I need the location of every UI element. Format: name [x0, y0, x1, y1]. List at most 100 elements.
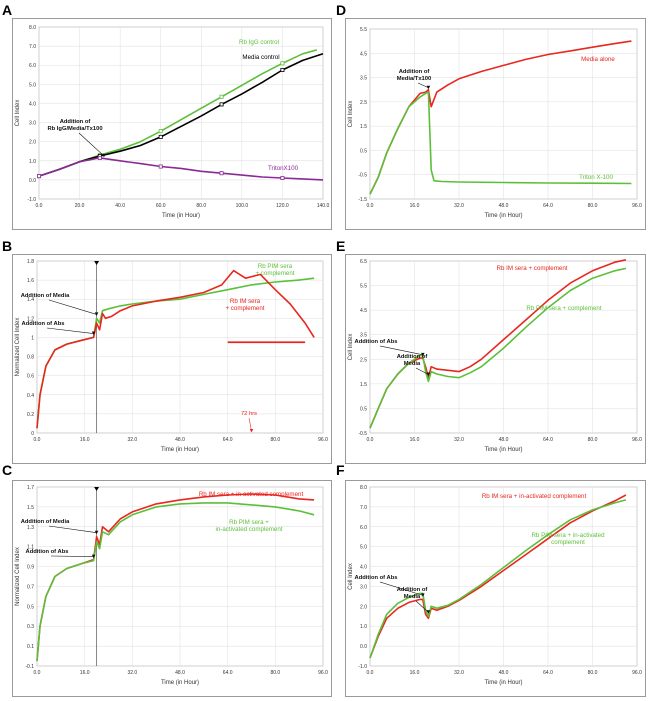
x-axis-label: Time (in Hour) [161, 447, 199, 453]
annotation-a-1-line2: Rb IgG/Media/Tx100 [47, 126, 102, 132]
chart-e: 0.0 16.0 32.0 48.0 64.0 80.0 96.0 -0.5 0.5 1.5 2.5… [348, 259, 642, 453]
y-tick-label: 0.5 [360, 406, 367, 412]
annotation-arrowhead [426, 85, 431, 90]
annotation-arrowhead [94, 530, 99, 535]
data-point-marker [280, 175, 285, 180]
annotation-d-1-line2: Media/Tx100 [397, 76, 431, 82]
y-axis-label: Normalized Cell Index [15, 318, 21, 377]
y-tick-label: 0.4 [27, 393, 34, 399]
y-tick-label: 2.5 [360, 357, 367, 363]
y-tick-label: 0.0 [29, 178, 36, 184]
annotation-arrow [248, 417, 252, 432]
x-tick-label: 48.0 [499, 203, 509, 209]
x-tick-label: 140.0 [317, 203, 330, 209]
x-tick-label: 32.0 [454, 670, 464, 676]
y-tick-label: 0.5 [27, 604, 34, 610]
series-line-d-2 [369, 91, 632, 195]
x-tick-label: 96.0 [318, 437, 328, 443]
y-tick-label: 1.4 [27, 297, 34, 303]
x-tick-label: 60.0 [156, 203, 166, 209]
series-label-f-2: Rb PIM sera + in-activated [531, 532, 605, 539]
series-label-b-1: Rb PIM sera [258, 263, 293, 270]
y-tick-label: 5.0 [360, 545, 367, 551]
y-axis-label: Cell Index [348, 563, 354, 590]
x-tick-label: 32.0 [127, 437, 137, 443]
x-tick-label: 100.0 [236, 203, 249, 209]
x-tick-label: 80.0 [588, 203, 598, 209]
y-tick-label: 0 [31, 431, 34, 437]
annotation-f-1: Addition of Abs [355, 575, 398, 581]
annotation-arrowhead [94, 312, 99, 316]
y-tick-label: 5.0 [29, 82, 36, 88]
y-axis-label: Cell Index [348, 334, 354, 361]
plot-area [38, 26, 324, 200]
x-tick-label: 16.0 [410, 203, 420, 209]
y-tick-label: 3.5 [360, 76, 367, 82]
series-label-c-1: Rb IM sera + in-activated complement [199, 491, 304, 498]
series-label-f-2-line2: complement [551, 539, 585, 546]
y-tick-label: 6.5 [360, 259, 367, 265]
annotation-d-1: Addition of [399, 69, 430, 75]
chart-c-frame: 0.0 16.0 32.0 48.0 64.0 80.0 96.0 -0.1 0.1 0.3 0.5… [12, 480, 332, 697]
addition-marker-arrowhead [94, 261, 100, 265]
y-tick-label: 1.2 [27, 316, 34, 322]
annotation-arrow [50, 555, 94, 557]
annotation-arrow [48, 525, 97, 534]
series-label-a-3: TritonX100 [268, 165, 299, 172]
series-label-e-1: Rb IM sera + complement [496, 265, 567, 272]
y-tick-label: 0.5 [360, 148, 367, 154]
y-tick-label: 6.0 [29, 63, 36, 69]
series-line-f-2 [369, 499, 627, 659]
x-tick-label: 64.0 [223, 437, 233, 443]
y-tick-label: 1.7 [27, 485, 34, 491]
series-label-d-1: Media alone [581, 56, 615, 63]
y-tick-label: 0.1 [27, 644, 34, 650]
series-label-a-2: Media control [242, 54, 279, 61]
series-label-b-1-line2: + complement [255, 270, 294, 277]
y-tick-label: 1.0 [360, 624, 367, 630]
panel-letter-f: F [336, 462, 345, 478]
panel-letter-c: C [2, 462, 13, 478]
annotation-a-1: Addition of [60, 119, 91, 125]
y-tick-label: 2.5 [360, 100, 367, 106]
annotation-b-1: Addition of Media [21, 293, 70, 299]
panel-letter-e: E [336, 238, 346, 254]
x-axis-label: Time (in Hour) [484, 680, 522, 686]
y-tick-label: 4.0 [360, 565, 367, 571]
data-point-marker [219, 171, 224, 176]
y-axis-label: Normalized Cell Index [15, 547, 21, 606]
y-axis-label: Cell Index [15, 100, 21, 127]
x-tick-label: 64.0 [223, 670, 233, 676]
series-label-e-2: Rb PIM sera + complement [526, 305, 601, 312]
x-tick-label: 0.0 [367, 203, 374, 209]
chart-b: 0.0 16.0 32.0 48.0 64.0 80.0 96.0 0 0.2 0.4 0.6 0.8… [15, 259, 328, 453]
x-tick-label: 0.0 [367, 670, 374, 676]
series-label-c-2: Rb PIM sera + [229, 519, 269, 526]
chart-d: 0.0 16.0 32.0 48.0 64.0 80.0 96.0 -1.5 -0.5 0.5 1.… [348, 27, 642, 219]
x-tick-label: 80.0 [270, 437, 280, 443]
panel-letter-b: B [2, 238, 13, 254]
annotation-arrowhead [426, 610, 431, 614]
series-line-f-1 [369, 494, 627, 659]
x-tick-label: 48.0 [499, 670, 509, 676]
chart-c: 0.0 16.0 32.0 48.0 64.0 80.0 96.0 -0.1 0.1 0.3 0.5… [15, 485, 328, 686]
y-tick-label: 4.5 [360, 51, 367, 57]
y-tick-label: 5.5 [360, 27, 367, 33]
y-tick-label: 1.1 [27, 545, 34, 551]
annotation-arrowhead [102, 153, 106, 158]
y-tick-label: 7.0 [29, 44, 36, 50]
y-axis-label: Cell Index [348, 101, 354, 128]
data-point-marker [36, 174, 41, 179]
y-tick-label: 1.5 [360, 124, 367, 130]
addition-marker-arrowhead [94, 487, 100, 491]
series-line-c-2 [36, 502, 315, 662]
series-line-a-3 [38, 157, 324, 181]
x-axis-label: Time (in Hour) [484, 213, 522, 219]
x-tick-label: 64.0 [543, 203, 553, 209]
y-tick-label: -1.0 [358, 664, 367, 670]
x-tick-label: 40.0 [115, 203, 125, 209]
series-label-b-2: Rb IM sera [230, 298, 261, 305]
x-tick-label: 48.0 [175, 670, 185, 676]
annotation-e-2: Addition of [397, 354, 428, 360]
annotation-f-2: Addition of [397, 587, 428, 593]
